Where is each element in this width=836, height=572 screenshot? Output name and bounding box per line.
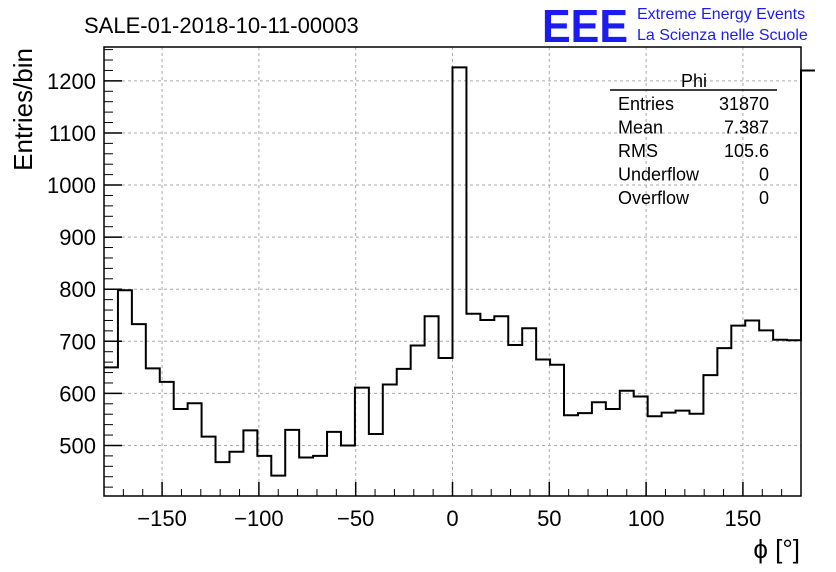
histogram-bin bbox=[229, 452, 243, 496]
x-tick-label: 100 bbox=[628, 506, 665, 531]
histogram-bin bbox=[717, 348, 731, 496]
y-tick-label: 1200 bbox=[47, 69, 96, 94]
histogram-bin bbox=[425, 316, 439, 496]
x-tick-label: 50 bbox=[537, 506, 561, 531]
histogram-bin bbox=[634, 397, 648, 496]
stats-value: 0 bbox=[759, 165, 769, 185]
histogram-bin bbox=[620, 391, 634, 496]
histogram-line bbox=[104, 66, 815, 477]
x-axis-title: ϕ [°] bbox=[753, 534, 800, 564]
histogram-bin bbox=[369, 434, 383, 496]
histogram-bin bbox=[132, 324, 146, 496]
histogram-bin bbox=[648, 416, 662, 496]
histogram-bin bbox=[564, 415, 578, 496]
histogram-bin bbox=[676, 411, 690, 496]
histogram-bin bbox=[592, 402, 606, 496]
histogram-bin bbox=[662, 413, 676, 496]
histogram-bin bbox=[606, 409, 620, 496]
histogram-bin bbox=[508, 345, 522, 496]
histogram-bin bbox=[439, 358, 453, 496]
histogram-bin bbox=[411, 345, 425, 496]
histogram-bin bbox=[174, 409, 188, 496]
stats-label: Entries bbox=[618, 94, 674, 114]
x-tick-label: 0 bbox=[446, 506, 458, 531]
stats-label: RMS bbox=[618, 141, 658, 161]
stats-label: Mean bbox=[618, 118, 663, 138]
chart-title: SALE-01-2018-10-11-00003 bbox=[84, 13, 359, 38]
logo-line-2: La Scienza nelle Scuole bbox=[637, 27, 808, 44]
histogram-bin bbox=[383, 385, 397, 496]
y-tick-label: 1100 bbox=[49, 121, 96, 146]
histogram-bin bbox=[522, 328, 536, 496]
histogram-bin bbox=[731, 326, 745, 496]
histogram-bin bbox=[146, 368, 160, 496]
histogram-bin bbox=[536, 360, 550, 496]
stats-rows: Entries 31870 Mean 7.387 RMS 105.6 Underflow 0 O… bbox=[618, 94, 769, 208]
stats-value: 0 bbox=[759, 188, 769, 208]
y-tick-label: 900 bbox=[59, 225, 96, 250]
histogram-bin bbox=[285, 430, 299, 496]
logo-mark: EEE bbox=[542, 0, 628, 52]
x-tick-label: 150 bbox=[725, 506, 762, 531]
histogram-bin bbox=[453, 67, 467, 496]
histogram-bin bbox=[160, 382, 174, 496]
histogram-bin bbox=[578, 413, 592, 496]
histogram-bin bbox=[216, 462, 230, 496]
logo-line-1: Extreme Energy Events bbox=[637, 6, 805, 23]
histogram-bin bbox=[299, 457, 313, 496]
histogram-bin bbox=[466, 314, 480, 496]
stats-value: 31870 bbox=[719, 94, 769, 114]
histogram-bin bbox=[745, 320, 759, 496]
stats-box: Phi Entries 31870 Mean 7.387 RMS 105.6 Underfl… bbox=[610, 71, 777, 208]
y-tick-label: 500 bbox=[59, 433, 96, 458]
y-tick-label: 600 bbox=[59, 381, 96, 406]
histogram-bin bbox=[689, 414, 703, 496]
y-axis-title: Entries/bin bbox=[8, 48, 38, 171]
stats-title: Phi bbox=[681, 71, 707, 91]
histogram-bins bbox=[104, 67, 815, 496]
histogram-bin bbox=[759, 330, 773, 496]
stats-value: 105.6 bbox=[724, 141, 769, 161]
histogram-bin bbox=[397, 369, 411, 496]
axis-ticks: −150 −100 −50 0 50 100 150 500 600 700 800 900 1000 1… bbox=[47, 49, 783, 531]
histogram-bin bbox=[773, 340, 787, 496]
x-tick-label: −150 bbox=[137, 506, 187, 531]
y-tick-label: 1000 bbox=[47, 173, 96, 198]
stats-value: 7.387 bbox=[724, 118, 769, 138]
histogram-bin bbox=[313, 456, 327, 496]
histogram-bin bbox=[787, 340, 801, 496]
x-tick-label: −100 bbox=[234, 506, 284, 531]
histogram-bin bbox=[355, 388, 369, 496]
x-tick-label: −50 bbox=[337, 506, 374, 531]
histogram-bin bbox=[801, 70, 815, 496]
histogram-bin bbox=[550, 365, 564, 496]
y-tick-label: 700 bbox=[59, 329, 96, 354]
stats-label: Overflow bbox=[618, 188, 690, 208]
histogram-bin bbox=[494, 316, 508, 496]
histogram-bin bbox=[188, 403, 202, 496]
y-tick-label: 800 bbox=[59, 277, 96, 302]
histogram-bin bbox=[243, 430, 257, 496]
histogram-bin bbox=[327, 432, 341, 496]
histogram-bin bbox=[202, 437, 216, 496]
histogram-bin bbox=[341, 445, 355, 496]
stats-label: Underflow bbox=[618, 165, 700, 185]
histogram-bin bbox=[703, 375, 717, 496]
logo: EEE Extreme Energy Events La Scienza nel… bbox=[542, 0, 808, 52]
histogram-bin bbox=[480, 320, 494, 496]
